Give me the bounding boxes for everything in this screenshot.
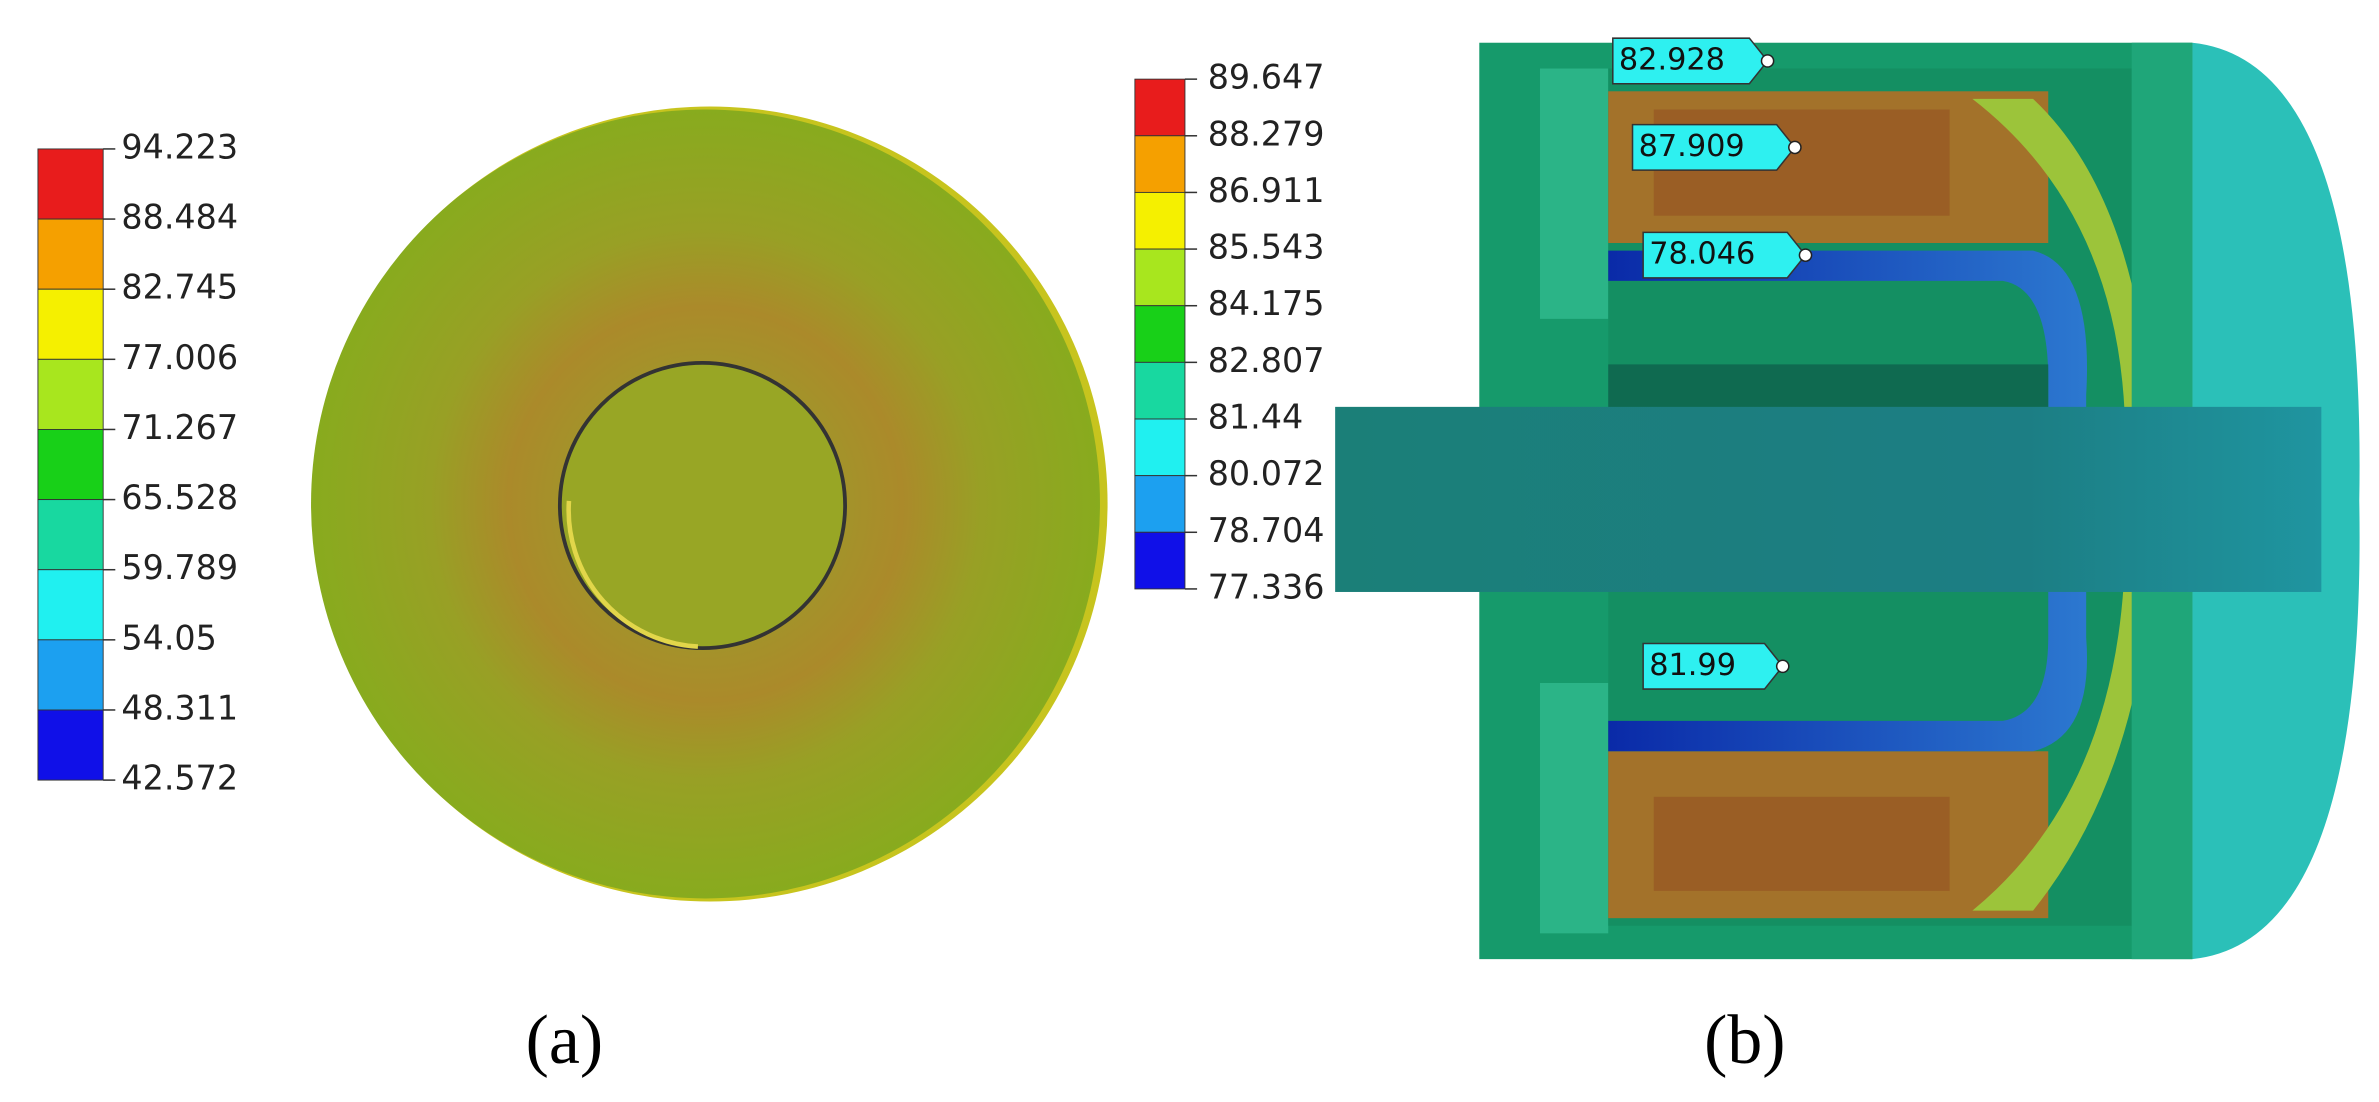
legend-swatch bbox=[37, 218, 104, 290]
legend-label: 59.789 bbox=[121, 548, 238, 587]
legend-swatch bbox=[1134, 418, 1186, 477]
probe-tag bbox=[1612, 37, 1769, 85]
legend-label: 42.572 bbox=[121, 759, 238, 798]
probe-point bbox=[1798, 248, 1813, 262]
legend-label: 88.279 bbox=[1208, 114, 1325, 153]
legend-swatch bbox=[1134, 78, 1186, 137]
legend-swatch bbox=[37, 709, 104, 781]
legend-swatch bbox=[1134, 305, 1186, 363]
legend-swatch bbox=[1134, 191, 1186, 250]
probe-tag bbox=[1631, 123, 1796, 171]
legend-swatch bbox=[37, 569, 104, 641]
legend-swatch bbox=[1134, 135, 1186, 193]
legend-label: 82.807 bbox=[1208, 341, 1325, 380]
probe-point bbox=[1775, 659, 1790, 674]
legend-swatch bbox=[1134, 248, 1186, 307]
probe-point bbox=[1788, 140, 1802, 155]
legend-swatch bbox=[37, 428, 104, 501]
disc-view bbox=[311, 106, 1108, 902]
legend-label: 88.484 bbox=[121, 198, 238, 237]
legend-swatch bbox=[37, 639, 104, 711]
legend-a: 94.223 88.484 82.745 77.006 71.267 65.528 59.7… bbox=[37, 127, 238, 798]
legend-label: 94.223 bbox=[121, 127, 238, 166]
legend-label: 71.267 bbox=[121, 408, 238, 447]
probe-label: 87.909 bbox=[1639, 129, 1745, 164]
probe-tag bbox=[1642, 231, 1807, 279]
legend-label: 82.745 bbox=[121, 268, 238, 307]
legend-label: 81.44 bbox=[1208, 398, 1304, 437]
legend-swatch bbox=[37, 288, 104, 360]
legend-swatch bbox=[1134, 361, 1186, 420]
probe-point bbox=[1760, 54, 1775, 68]
legend-b: 89.647 88.279 86.911 85.543 84.175 82.807 81.4… bbox=[1134, 58, 1325, 606]
probe-label: 81.99 bbox=[1649, 648, 1736, 683]
probe-tag bbox=[1642, 642, 1784, 690]
legend-label: 85.543 bbox=[1208, 228, 1325, 267]
legend-label: 77.336 bbox=[1208, 567, 1325, 606]
legend-label: 89.647 bbox=[1208, 58, 1325, 97]
caption-a: (a) bbox=[526, 1002, 603, 1079]
legend-swatch bbox=[37, 358, 104, 430]
legend-label: 78.704 bbox=[1208, 511, 1325, 550]
legend-label: 80.072 bbox=[1208, 454, 1325, 493]
legend-label: 48.311 bbox=[121, 688, 238, 727]
legend-label: 86.911 bbox=[1208, 171, 1325, 210]
legend-label: 77.006 bbox=[121, 338, 238, 377]
probes: 82.928 87.909 78.046 81.99 bbox=[1612, 37, 1813, 690]
legend-swatch bbox=[37, 148, 104, 220]
legend-swatch bbox=[1134, 475, 1186, 533]
legend-label: 54.05 bbox=[121, 618, 217, 657]
legend-swatch bbox=[37, 499, 104, 571]
legend-swatch bbox=[1134, 531, 1186, 590]
caption-b: (b) bbox=[1704, 1002, 1785, 1079]
legend-label: 84.175 bbox=[1208, 284, 1325, 323]
section-view bbox=[1335, 42, 2360, 960]
probe-label: 78.046 bbox=[1649, 237, 1755, 272]
probe-label: 82.928 bbox=[1619, 42, 1725, 77]
legend-label: 65.528 bbox=[121, 478, 238, 517]
